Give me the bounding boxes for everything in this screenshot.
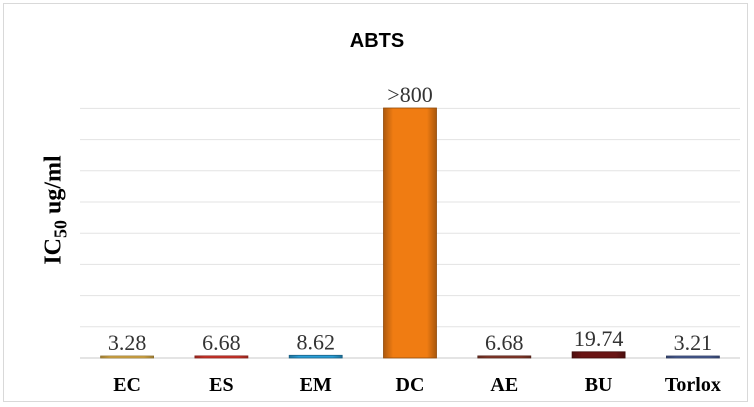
data-label-es: 6.68 [202, 330, 241, 355]
bars [100, 107, 720, 359]
data-label-bu: 19.74 [574, 326, 624, 351]
data-label-dc: >800 [387, 82, 432, 107]
category-label-es: ES [209, 374, 233, 396]
bar-bu [571, 351, 626, 359]
data-label-torlox: 3.21 [674, 330, 713, 355]
category-label-bu: BU [585, 374, 613, 396]
category-label-em: EM [300, 374, 332, 396]
bar-ae [477, 355, 532, 359]
category-label-dc: DC [396, 374, 425, 396]
data-label-em: 8.62 [296, 329, 335, 354]
data-labels: 3.28 6.68 8.62 >800 6.68 19.74 3.21 [108, 82, 712, 355]
category-labels: EC ES EM DC AE BU Torlox [113, 374, 721, 396]
bar-ec [100, 355, 154, 359]
category-label-ec: EC [113, 374, 141, 396]
bar-es [194, 355, 249, 359]
chart-title: ABTS [349, 30, 405, 52]
data-label-ec: 3.28 [108, 330, 147, 355]
category-label-ae: AE [490, 374, 518, 396]
data-label-ae: 6.68 [485, 330, 524, 355]
bar-dc [383, 107, 437, 359]
bar-em [288, 354, 343, 359]
category-label-torlox: Torlox [665, 374, 721, 396]
bar-torlox [666, 355, 720, 359]
